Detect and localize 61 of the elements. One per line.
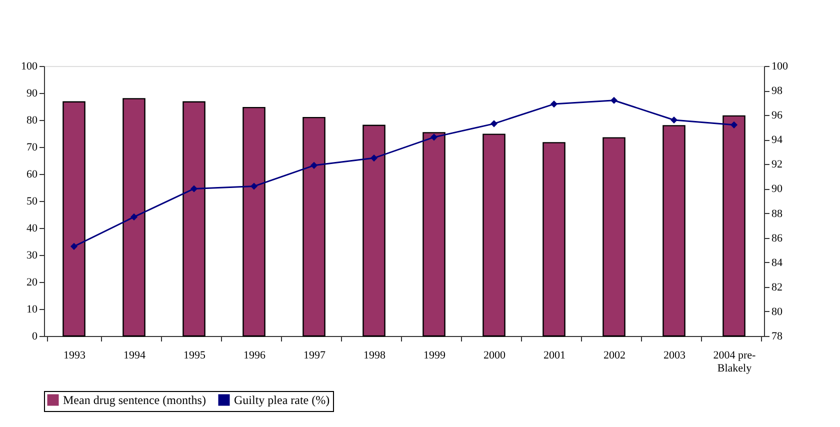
y2-tick-label: 96 (772, 110, 783, 122)
bar (182, 101, 206, 337)
bar (422, 132, 446, 337)
bar (242, 106, 266, 337)
x-tick-label: 2000 (484, 350, 506, 362)
y2-tick-label: 98 (772, 85, 783, 98)
point (310, 162, 318, 169)
y-tick-label: 0 (32, 330, 38, 342)
bar (62, 101, 86, 337)
point (250, 182, 258, 190)
bar (662, 125, 686, 337)
y-tick-label: 50 (26, 196, 38, 208)
legend-label: Mean drug sentence (months) (63, 393, 206, 407)
y-tick-label: 90 (26, 88, 38, 100)
y-tick-label: 20 (26, 276, 38, 288)
bar (722, 115, 746, 337)
y2-tick-label: 82 (772, 281, 782, 294)
point (190, 185, 198, 192)
point (730, 121, 738, 128)
y2-tick-label: 80 (772, 306, 783, 318)
y-tick-label: 80 (26, 114, 38, 126)
y2-tick-label: 86 (772, 232, 783, 244)
x-tick-label: 2003 (664, 350, 686, 362)
legend-label: Guilty plea rate (%) (234, 393, 330, 407)
point (130, 213, 138, 220)
bar (602, 137, 626, 337)
y2-tick-label: 88 (772, 208, 783, 220)
y-tick-label: 40 (26, 222, 38, 234)
point (430, 134, 438, 141)
x-tick-label: 2004 pre- Blakely (713, 350, 756, 374)
x-tick-label: 1999 (424, 350, 446, 362)
y2-tick-label: 84 (772, 256, 783, 269)
point (670, 116, 678, 124)
y-tick-label: 70 (26, 142, 38, 154)
bar (542, 142, 566, 337)
x-tick-label: 1996 (244, 350, 266, 362)
bar (122, 98, 146, 337)
bar (362, 124, 386, 337)
y-tick-label: 10 (26, 304, 38, 316)
y2-tick-label: 90 (772, 183, 783, 196)
y2-tick-label: 92 (772, 158, 782, 171)
y2-tick-label: 100 (772, 60, 788, 72)
x-tick-label: 1995 (184, 350, 206, 362)
x-tick-label: 1998 (364, 350, 386, 362)
point (70, 242, 78, 250)
x-tick-label: 1993 (64, 350, 86, 362)
bar (482, 134, 506, 337)
x-tick-label: 1997 (304, 350, 326, 362)
y2-tick-label: 78 (772, 330, 783, 342)
point (490, 120, 498, 128)
y-tick-label: 30 (26, 250, 38, 262)
x-tick-label: 2002 (604, 350, 626, 362)
x-tick-label: 1994 (124, 350, 146, 362)
y-tick-label: 100 (21, 60, 38, 72)
point (550, 100, 558, 108)
y-tick-label: 60 (26, 168, 38, 180)
x-tick-label: 2001 (544, 350, 566, 362)
point (610, 96, 618, 104)
y2-tick-label: 94 (772, 134, 783, 146)
bar (302, 116, 326, 337)
point (370, 154, 378, 162)
